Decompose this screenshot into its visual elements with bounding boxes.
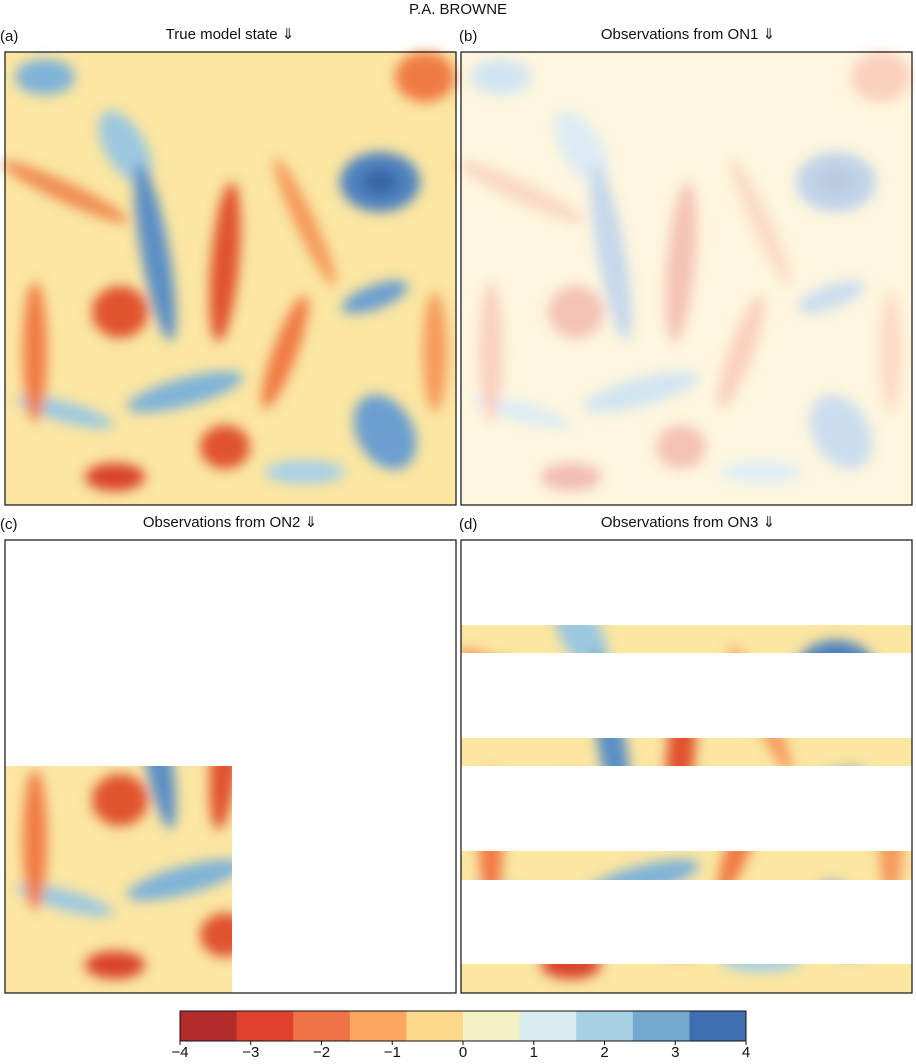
panel-label: (a) [0,28,18,45]
colorbar: −4 −3 −2 −1 0 1 2 3 4 [171,1010,750,1061]
field-image [453,540,912,993]
tick-label: −2 [313,1044,330,1059]
tick-label: −4 [171,1044,188,1059]
color-segment [349,1011,407,1041]
panel-label: (c) [0,516,18,533]
field-image [0,540,456,993]
color-segment [576,1011,634,1041]
tick-label: 4 [742,1044,750,1059]
color-segment [519,1011,577,1041]
color-segment [236,1011,294,1041]
author: P.A. BROWNE [409,1,507,18]
tick-label: 2 [600,1044,608,1059]
panel-title: Observations from ON1 ⇓ [601,26,775,43]
field-image [0,52,456,505]
panel-frame [4,51,457,506]
color-segment [632,1011,690,1041]
color-segment [180,1011,238,1041]
tick-label: −3 [242,1044,259,1059]
panel-title: Observations from ON3 ⇓ [601,514,775,531]
panel-frame [460,51,913,506]
color-segment [463,1011,521,1041]
panel-label: (d) [459,516,477,533]
panel-label: (b) [459,28,477,45]
color-segment [293,1011,351,1041]
panel-title: True model state ⇓ [166,26,295,43]
tick-label: 0 [459,1044,467,1059]
color-segment [406,1011,464,1041]
color-segment [689,1011,747,1041]
tick-label: −1 [384,1044,401,1059]
tick-label: 1 [530,1044,538,1059]
tick-label: 3 [671,1044,679,1059]
field-image [453,52,912,505]
panel-title: Observations from ON2 ⇓ [143,514,317,531]
panel-frame [4,539,457,994]
panel-frame [460,539,913,994]
